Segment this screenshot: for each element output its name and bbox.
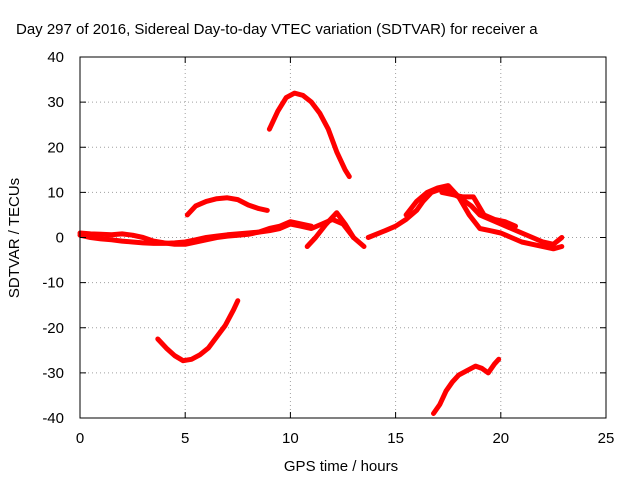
x-tick-label: 0 [76, 430, 84, 447]
y-tick-label: -10 [42, 275, 64, 292]
y-tick-label: -20 [42, 320, 64, 337]
chart-title: Day 297 of 2016, Sidereal Day-to-day VTE… [16, 21, 538, 38]
y-tick-label: 10 [47, 184, 64, 201]
ticks [79, 56, 607, 419]
x-tick-label: 15 [387, 430, 404, 447]
series-line-track-d [403, 183, 565, 252]
x-tick-label: 5 [181, 430, 189, 447]
y-tick-label: 0 [56, 230, 64, 247]
y-tick-label: 30 [47, 94, 64, 111]
series-line-track-b [77, 219, 314, 247]
series-line-track-e [439, 189, 518, 229]
y-tick-label: -30 [42, 365, 64, 382]
x-tick-label: 25 [598, 430, 615, 447]
x-tick-label: 10 [282, 430, 299, 447]
x-tick-label: 20 [492, 430, 509, 447]
series-layer [77, 90, 565, 416]
series-line-track-j [431, 356, 502, 416]
series-line-track-g [184, 195, 270, 218]
x-axis-label: GPS time / hours [284, 458, 398, 475]
y-tick-label: 20 [47, 139, 64, 156]
series-line-track-f [304, 210, 356, 249]
y-tick-label: 40 [47, 49, 64, 66]
series-line-track-h [266, 90, 352, 180]
y-tick-label: -40 [42, 410, 64, 427]
series-line-track-i [155, 298, 241, 364]
tick-labels: 0 5 10 15 20 25 -40 -30 -20 -10 0 10 20 30 40 [42, 49, 614, 447]
y-axis-label: SDTVAR / TECUs [6, 178, 23, 298]
